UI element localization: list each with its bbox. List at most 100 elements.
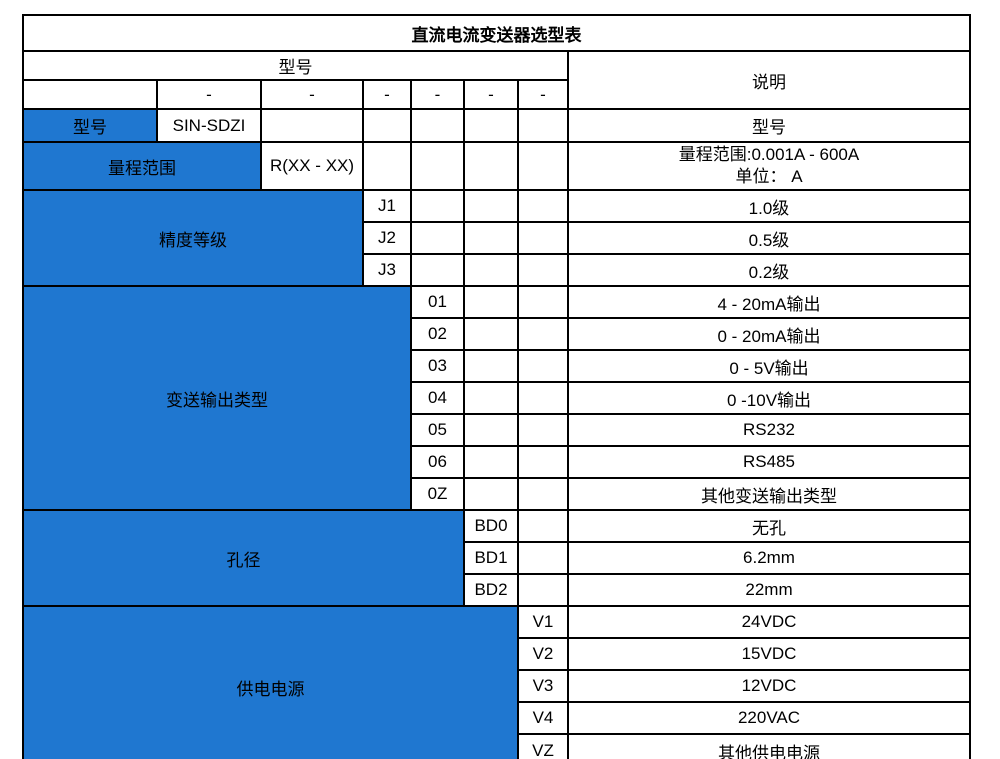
code-cell: 01: [410, 285, 465, 319]
empty-cell: [517, 285, 569, 319]
code-separator: -: [410, 79, 465, 110]
code-separator: -: [260, 79, 364, 110]
description-cell: 1.0级: [567, 189, 971, 223]
code-cell: J2: [362, 221, 412, 255]
empty-cell: [517, 381, 569, 415]
range-row: 量程范围 R(XX - XX) 量程范围:0.001A - 600A 单位： A: [22, 141, 971, 191]
power-row: VZ 其他供电电源: [23, 733, 971, 759]
empty-cell: [362, 141, 412, 191]
empty-cell: [463, 349, 519, 383]
range-description-line2: 单位： A: [735, 167, 803, 186]
description-cell: 0 - 5V输出: [567, 349, 971, 383]
accuracy-row: J2 0.5级: [23, 221, 971, 255]
description-cell: 无孔: [567, 509, 971, 543]
section-label-power: 供电电源: [22, 605, 519, 759]
empty-cell: [463, 381, 519, 415]
code-cell: V3: [517, 669, 569, 703]
description-cell: 0.5级: [567, 221, 971, 255]
output-row: 02 0 - 20mA输出: [23, 317, 971, 351]
output-row: 05 RS232: [23, 413, 971, 447]
output-row: 变送输出类型 01 4 - 20mA输出: [22, 285, 971, 511]
code-cell: 04: [410, 381, 465, 415]
output-row: 04 0 -10V输出: [23, 381, 971, 415]
description-cell: 量程范围:0.001A - 600A 单位： A: [567, 141, 971, 191]
code-cell-model: SIN-SDZI: [156, 108, 262, 143]
empty-cell: [517, 221, 569, 255]
header-model-group: 型号: [22, 50, 569, 81]
description-cell: 4 - 20mA输出: [567, 285, 971, 319]
empty-cell: [463, 317, 519, 351]
description-cell: 0 -10V输出: [567, 381, 971, 415]
code-separator: -: [156, 79, 262, 110]
description-cell: 24VDC: [567, 605, 971, 639]
empty-cell: [463, 253, 519, 287]
code-cell: 06: [410, 445, 465, 479]
description-cell: RS232: [567, 413, 971, 447]
empty-cell: [517, 189, 569, 223]
code-cell: BD0: [463, 509, 519, 543]
section-label-aperture: 孔径: [22, 509, 465, 607]
code-cell: J3: [362, 253, 412, 287]
empty-cell: [410, 141, 465, 191]
power-row: V2 15VDC: [23, 637, 971, 671]
empty-cell: [463, 413, 519, 447]
separator-row: - - - - - -: [22, 79, 970, 110]
code-cell: 02: [410, 317, 465, 351]
power-row: 供电电源 V1 24VDC: [22, 605, 971, 759]
code-cell: V4: [517, 701, 569, 735]
output-row: 06 RS485: [23, 445, 971, 479]
description-cell: 其他供电电源: [567, 733, 971, 759]
empty-cell: [463, 285, 519, 319]
table-title: 直流电流变送器选型表: [22, 14, 971, 52]
section-label-accuracy: 精度等级: [22, 189, 364, 287]
selection-table: 直流电流变送器选型表 型号 说明 - - - - - - 型号 SIN-SDZI…: [22, 14, 971, 759]
code-separator: -: [517, 79, 569, 110]
description-cell: 6.2mm: [567, 541, 971, 575]
range-description-line1: 量程范围:0.001A - 600A: [678, 145, 860, 164]
accuracy-row: J3 0.2级: [23, 253, 971, 287]
section-label-range: 量程范围: [22, 141, 262, 191]
power-row: V4 220VAC: [23, 701, 971, 735]
aperture-row: 孔径 BD0 无孔: [22, 509, 971, 607]
empty-cell: [410, 221, 465, 255]
code-separator: -: [463, 79, 519, 110]
empty-cell: [22, 79, 158, 110]
code-cell-range: R(XX - XX): [260, 141, 364, 191]
code-cell: VZ: [517, 733, 569, 759]
empty-cell: [463, 477, 519, 511]
code-cell: V1: [517, 605, 569, 639]
code-cell: 0Z: [410, 477, 465, 511]
description-cell: 0.2级: [567, 253, 971, 287]
description-cell: 12VDC: [567, 669, 971, 703]
description-cell: 15VDC: [567, 637, 971, 671]
header-row: 型号 说明: [22, 50, 971, 110]
empty-cell: [517, 253, 569, 287]
empty-cell: [517, 141, 569, 191]
empty-cell: [260, 108, 364, 143]
empty-cell: [517, 445, 569, 479]
empty-cell: [410, 253, 465, 287]
output-row: 03 0 - 5V输出: [23, 349, 971, 383]
code-cell: V2: [517, 637, 569, 671]
section-label-output: 变送输出类型: [22, 285, 412, 511]
section-label-model: 型号: [22, 108, 158, 143]
description-cell: 其他变送输出类型: [567, 477, 971, 511]
empty-cell: [463, 445, 519, 479]
code-cell: 03: [410, 349, 465, 383]
accuracy-row: 精度等级 J1 1.0级: [22, 189, 971, 287]
code-cell: J1: [362, 189, 412, 223]
code-cell: 05: [410, 413, 465, 447]
description-cell: 0 - 20mA输出: [567, 317, 971, 351]
empty-cell: [517, 509, 569, 543]
empty-cell: [517, 573, 569, 607]
title-row: 直流电流变送器选型表: [22, 14, 971, 52]
description-cell: 型号: [567, 108, 971, 143]
empty-cell: [463, 141, 519, 191]
empty-cell: [517, 349, 569, 383]
description-cell: 22mm: [567, 573, 971, 607]
empty-cell: [362, 108, 412, 143]
empty-cell: [463, 108, 519, 143]
output-row: 0Z 其他变送输出类型: [23, 477, 971, 511]
code-separator: -: [362, 79, 412, 110]
